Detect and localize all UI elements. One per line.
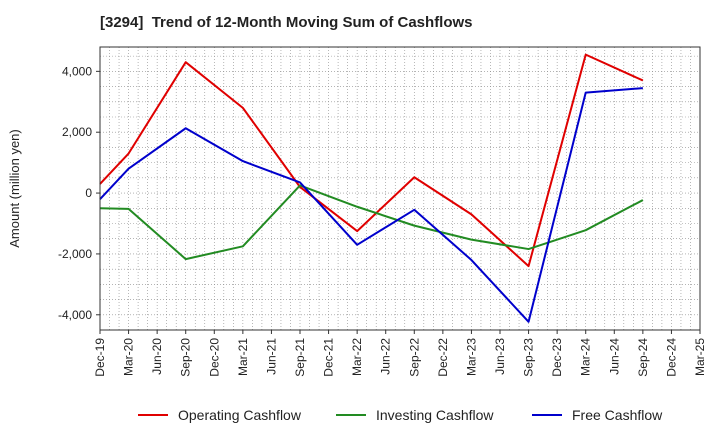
legend-label: Investing Cashflow [376,407,494,423]
plot-frame [99,46,701,331]
x-tick-label: Sep-20 [179,338,193,377]
x-tick-label: Dec-19 [93,338,107,377]
x-tick-label: Jun-24 [607,338,621,375]
x-tick-label: Mar-25 [693,338,707,376]
x-tick-label: Jun-23 [493,338,507,375]
series-line-free-cashflow [99,87,643,323]
chart-title: [3294] Trend of 12-Month Moving Sum of C… [100,14,473,31]
x-axis-ticks: Dec-19 Mar-20 Jun-20 Sep-20 Dec-20 Mar-21 Jun-… [93,330,707,377]
y-axis-label: Amount (million yen) [7,129,22,248]
x-tick-label: Sep-22 [407,338,421,377]
x-tick-label: Dec-20 [207,338,221,377]
x-tick-label: Mar-21 [236,338,250,376]
x-tick-label: Sep-21 [293,338,307,377]
x-tick-label: Mar-22 [350,338,364,376]
x-tick-label: Mar-23 [464,338,478,376]
series-lines [99,53,644,323]
y-tick-label: -2,000 [58,247,92,261]
x-tick-label: Dec-22 [436,338,450,377]
legend-label: Free Cashflow [572,407,663,423]
x-tick-label: Sep-23 [522,338,536,377]
legend-label: Operating Cashflow [178,407,302,423]
x-tick-label: Dec-21 [322,338,336,377]
x-tick-label: Sep-24 [636,338,650,377]
x-tick-label: Jun-21 [264,338,278,375]
grid-lines [99,47,701,330]
series-line-investing-cashflow [99,184,644,261]
x-tick-label: Mar-20 [122,338,136,376]
series-line-operating-cashflow [99,53,644,268]
x-tick-label: Dec-24 [664,338,678,377]
y-tick-label: 2,000 [62,125,92,139]
x-tick-label: Jun-22 [379,338,393,375]
y-tick-label: 0 [85,186,92,200]
y-axis-ticks: 4,000 2,000 0 -2,000 -4,000 [58,64,100,322]
x-tick-label: Dec-23 [550,338,564,377]
legend: Operating Cashflow Investing Cashflow Free… [138,407,663,423]
y-tick-label: -4,000 [58,308,92,322]
y-tick-label: 4,000 [62,64,92,78]
x-tick-label: Jun-20 [150,338,164,375]
x-tick-label: Mar-24 [579,338,593,376]
